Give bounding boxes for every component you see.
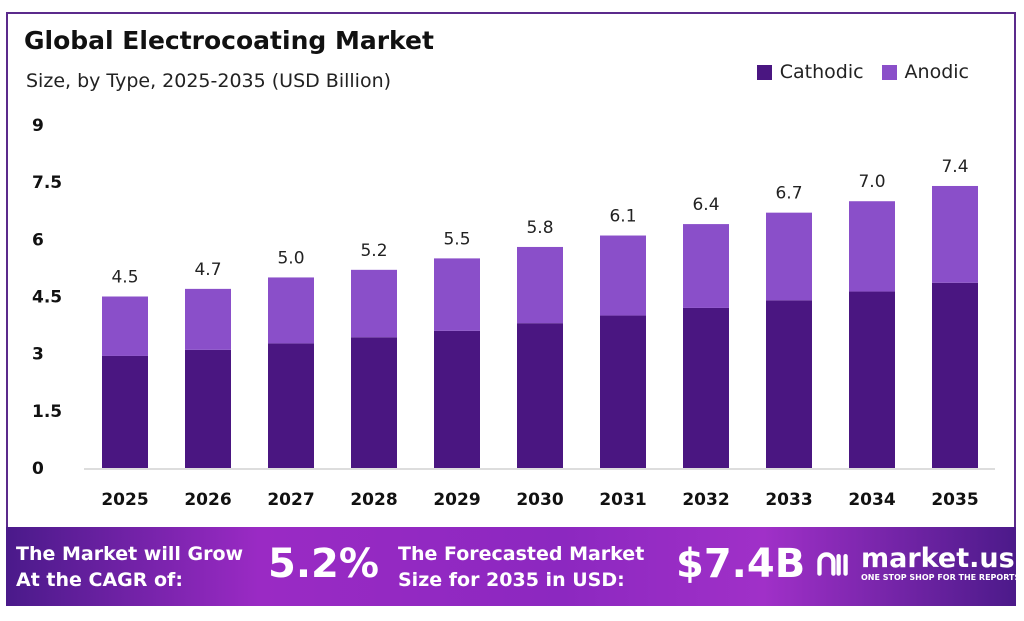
legend-label: Cathodic [779, 61, 864, 83]
bar-cathodic-2029 [434, 330, 480, 468]
bar-cathodic-2031 [600, 315, 646, 468]
x-tick-label: 2027 [267, 490, 314, 510]
market-us-logo: market.us ONE STOP SHOP FOR THE REPORTS [816, 545, 1020, 583]
x-tick-label: 2029 [433, 490, 480, 510]
x-tick-label: 2035 [931, 490, 978, 510]
bar-anodic-2030 [517, 246, 563, 324]
x-tick-label: 2028 [350, 490, 397, 510]
forecast-value: $7.4B [676, 541, 806, 587]
logo-icon [817, 552, 848, 576]
data-label-total: 7.4 [941, 157, 968, 177]
bar-cathodic-2028 [351, 337, 397, 468]
bar-cathodic-2030 [517, 323, 563, 468]
x-tick-label: 2032 [682, 490, 729, 510]
data-label-total: 5.2 [360, 241, 387, 261]
y-tick-label: 0 [32, 459, 44, 479]
bar-anodic-2035 [932, 185, 978, 283]
bar-anodic-2027 [268, 277, 314, 344]
legend-item-cathodic: Cathodic [756, 61, 864, 83]
bar-anodic-2032 [683, 224, 729, 308]
x-tick-label: 2025 [101, 490, 148, 510]
bar-anodic-2029 [434, 258, 480, 331]
summary-banner: The Market will Grow At the CAGR of: 5.2%… [6, 527, 1020, 606]
logo-name: market.us [861, 543, 1015, 574]
chart-title: Global Electrocoating Market [24, 26, 434, 55]
data-label-total: 6.1 [609, 207, 636, 227]
y-tick-label: 3 [32, 345, 44, 365]
bar-cathodic-2026 [185, 349, 231, 468]
legend-label: Anodic [904, 61, 969, 83]
bar-cathodic-2025 [102, 355, 148, 468]
x-tick-label: 2031 [599, 490, 646, 510]
logo-tagline: ONE STOP SHOP FOR THE REPORTS [861, 573, 1021, 582]
x-tick-label: 2030 [516, 490, 563, 510]
data-label-total: 4.7 [194, 260, 221, 280]
bar-cathodic-2032 [683, 307, 729, 468]
cagr-value: 5.2% [268, 541, 379, 587]
bar-cathodic-2034 [849, 291, 895, 468]
legend-swatch [756, 64, 772, 80]
data-label-total: 6.4 [692, 195, 719, 215]
bar-cathodic-2033 [766, 300, 812, 468]
forecast-label: The Forecasted Market Size for 2035 in US… [398, 543, 645, 591]
data-label-total: 5.5 [443, 229, 470, 249]
data-label-total: 5.0 [277, 248, 304, 268]
legend-item-anodic: Anodic [881, 61, 969, 83]
bar-cathodic-2035 [932, 282, 978, 468]
legend-swatch [881, 64, 897, 80]
x-tick-label: 2033 [765, 490, 812, 510]
bar-anodic-2026 [185, 288, 231, 350]
bar-anodic-2033 [766, 212, 812, 301]
y-tick-label: 7.5 [32, 173, 62, 193]
cagr-label: The Market will Grow At the CAGR of: [16, 543, 244, 591]
bar-cathodic-2027 [268, 343, 314, 468]
data-label-total: 7.0 [858, 172, 885, 192]
y-tick-label: 9 [32, 116, 44, 136]
x-tick-label: 2034 [848, 490, 895, 510]
chart-subtitle: Size, by Type, 2025-2035 (USD Billion) [26, 70, 392, 92]
bar-anodic-2031 [600, 235, 646, 316]
bar-anodic-2025 [102, 296, 148, 356]
data-label-total: 4.5 [111, 268, 138, 288]
bar-anodic-2028 [351, 269, 397, 338]
legend: Cathodic Anodic [756, 61, 969, 83]
y-tick-label: 6 [32, 230, 44, 250]
x-tick-label: 2026 [184, 490, 231, 510]
y-tick-label: 1.5 [32, 402, 62, 422]
data-label-total: 6.7 [775, 184, 802, 204]
data-label-total: 5.8 [526, 218, 553, 238]
bar-anodic-2034 [849, 201, 895, 292]
y-tick-label: 4.5 [32, 288, 62, 308]
